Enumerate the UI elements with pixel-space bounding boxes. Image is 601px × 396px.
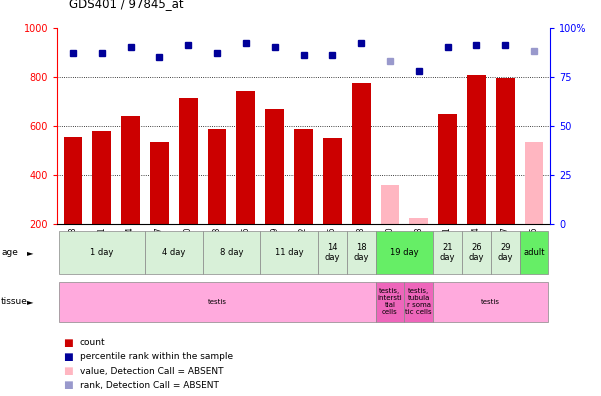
Bar	[525, 142, 543, 224]
Bar	[58, 230, 145, 274]
Text: 14
day: 14 day	[325, 243, 340, 262]
Bar	[433, 230, 462, 274]
Text: ►: ►	[27, 297, 34, 307]
Bar	[93, 131, 111, 224]
Text: 21
day: 21 day	[440, 243, 456, 262]
Bar	[145, 230, 203, 274]
Bar	[467, 75, 486, 224]
Text: adult: adult	[523, 248, 545, 257]
Bar	[352, 83, 370, 224]
Text: ■: ■	[63, 337, 73, 348]
Bar	[265, 109, 284, 224]
Bar	[64, 137, 82, 224]
Bar	[208, 129, 227, 224]
Text: 29
day: 29 day	[498, 243, 513, 262]
Text: 11 day: 11 day	[275, 248, 304, 257]
Bar	[58, 282, 376, 322]
Text: testis,
tubula
r soma
tic cells: testis, tubula r soma tic cells	[406, 288, 432, 316]
Bar	[409, 218, 428, 224]
Bar	[150, 143, 169, 224]
Bar	[121, 116, 140, 224]
Text: ■: ■	[63, 352, 73, 362]
Text: testis: testis	[207, 299, 227, 305]
Bar	[491, 230, 520, 274]
Text: tissue: tissue	[1, 297, 28, 307]
Bar	[376, 230, 433, 274]
Text: 19 day: 19 day	[390, 248, 419, 257]
Text: ■: ■	[63, 366, 73, 376]
Bar	[347, 230, 376, 274]
Text: count: count	[80, 338, 106, 347]
Text: rank, Detection Call = ABSENT: rank, Detection Call = ABSENT	[80, 381, 219, 390]
Bar	[376, 282, 404, 322]
Text: 1 day: 1 day	[90, 248, 114, 257]
Bar	[438, 114, 457, 224]
Text: value, Detection Call = ABSENT: value, Detection Call = ABSENT	[80, 367, 224, 375]
Bar	[323, 138, 342, 224]
Text: testis,
intersti
tial
cells: testis, intersti tial cells	[377, 288, 402, 316]
Text: ►: ►	[27, 248, 34, 257]
Text: 8 day: 8 day	[220, 248, 243, 257]
Bar	[260, 230, 318, 274]
Bar	[380, 185, 399, 224]
Bar	[179, 97, 198, 224]
Text: percentile rank within the sample: percentile rank within the sample	[80, 352, 233, 361]
Text: ■: ■	[63, 380, 73, 390]
Bar	[203, 230, 260, 274]
Bar	[496, 78, 514, 224]
Text: testis: testis	[481, 299, 501, 305]
Text: 18
day: 18 day	[353, 243, 369, 262]
Bar	[237, 91, 255, 224]
Bar	[462, 230, 491, 274]
Text: GDS401 / 97845_at: GDS401 / 97845_at	[69, 0, 184, 10]
Bar	[520, 230, 549, 274]
Bar	[294, 129, 313, 224]
Bar	[318, 230, 347, 274]
Text: age: age	[1, 248, 18, 257]
Bar	[404, 282, 433, 322]
Text: 4 day: 4 day	[162, 248, 186, 257]
Bar	[433, 282, 549, 322]
Text: 26
day: 26 day	[469, 243, 484, 262]
